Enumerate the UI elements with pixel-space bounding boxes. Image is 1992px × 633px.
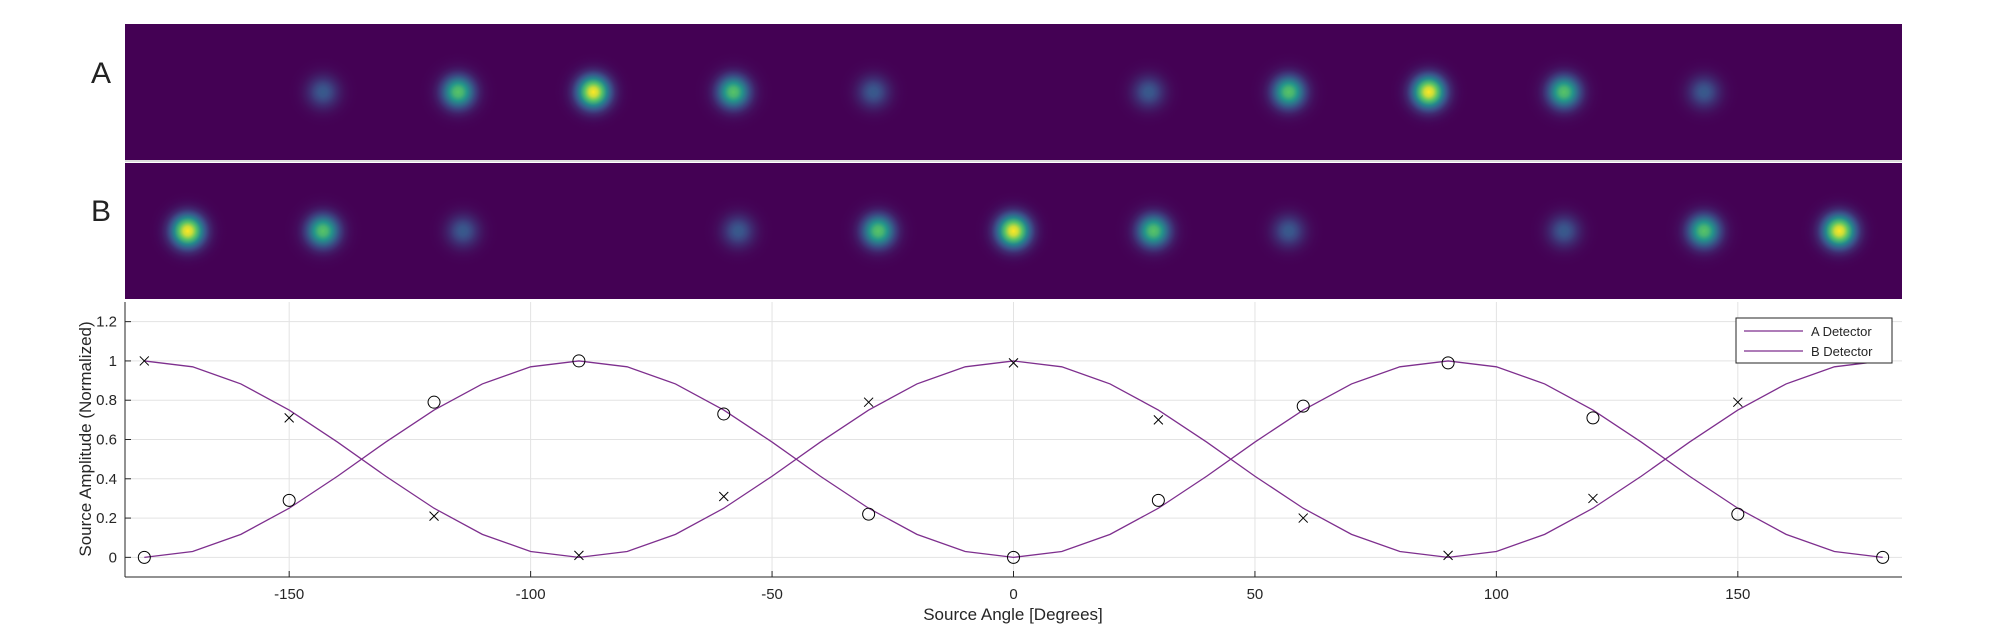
- series-a-marker-13: [1876, 550, 1890, 564]
- series-b-marker-8: [1153, 415, 1164, 425]
- panel-a-spot-9: [1523, 52, 1604, 132]
- x-tick-label-1: -150: [274, 586, 304, 603]
- series-b-marker-5: [718, 491, 729, 502]
- series-a-marker-6: [862, 507, 876, 521]
- y-tick-label-5: 0.8: [96, 392, 117, 409]
- series-a-marker-7: [1007, 550, 1020, 564]
- panel-a-spot-7: [1248, 52, 1329, 132]
- legend: A Detector B Detector: [1735, 317, 1893, 364]
- y-tick-label-1: 0: [109, 549, 117, 566]
- series-a-marker-10: [1441, 356, 1455, 370]
- panel-b-spot-8: [1248, 191, 1329, 271]
- panel-a-spot-10: [1664, 52, 1745, 132]
- panel-a-spot-1: [282, 52, 363, 132]
- series-b-marker-2: [284, 413, 295, 423]
- panel-b-spot-11: [1799, 191, 1880, 271]
- x-axis-title: Source Angle [Degrees]: [923, 605, 1103, 624]
- series-a-marker-11: [1586, 411, 1600, 425]
- series-b-marker-3: [429, 511, 439, 521]
- series-a-marker-3: [427, 395, 441, 409]
- legend-label-b: B Detector: [1811, 344, 1873, 359]
- series-b-marker-1: [139, 356, 150, 366]
- panel-a-spot-2: [418, 52, 499, 132]
- markers: [137, 354, 1890, 564]
- legend-box: [1735, 317, 1893, 364]
- y-tick-label-3: 0.4: [96, 471, 117, 488]
- panel-b-spot-7: [1113, 191, 1194, 271]
- series-b-marker-9: [1298, 513, 1309, 523]
- y-tick-label-6: 1: [109, 353, 117, 370]
- y-tick-label-4: 0.6: [96, 432, 117, 449]
- series-b-marker-4: [574, 550, 584, 561]
- tick-labels: -150 -100 -50 0 50 100 150 0 0.2 0.4 0.6 0.8 1 1.2: [96, 314, 1750, 603]
- x-tick-label-3: -50: [761, 586, 783, 603]
- panel-b-label: B: [91, 195, 111, 228]
- series-a-marker-9: [1296, 399, 1310, 413]
- panel-separator: [125, 160, 1902, 162]
- panel-a-spot-3: [553, 52, 634, 132]
- series-b-curve: [144, 360, 1883, 559]
- panel-a-spot-8: [1388, 52, 1469, 132]
- series-a-marker-8: [1151, 493, 1165, 507]
- panel-b-spot-6: [973, 191, 1054, 271]
- panel-b-spot-10: [1664, 191, 1745, 271]
- series-b-marker-11: [1588, 493, 1598, 504]
- x-tick-label-2: -100: [516, 586, 546, 603]
- axes: [124, 302, 1902, 578]
- panel-a-spot-4: [693, 52, 774, 132]
- panel-b-spot-4: [698, 191, 779, 271]
- series-a-marker-12: [1731, 507, 1745, 521]
- panel-b-spot-3: [423, 191, 504, 271]
- x-tick-label-4: 0: [1009, 586, 1017, 603]
- legend-label-a: A Detector: [1811, 324, 1872, 339]
- series-b-marker-7: [1008, 358, 1019, 368]
- grid-lines: [125, 302, 1902, 577]
- panel-b-spot-9: [1523, 191, 1604, 271]
- series-a-curve: [144, 360, 1883, 559]
- panel-b-spot-2: [282, 191, 363, 271]
- series-b-marker-10: [1443, 550, 1453, 561]
- panel-a-spot-6: [1108, 52, 1189, 132]
- line-plot: -150 -100 -50 0 50 100 150 0 0.2 0.4 0.6 0.8 1 1.2 So…: [76, 302, 1902, 624]
- x-tick-label-6: 100: [1484, 586, 1509, 603]
- x-tick-label-7: 150: [1725, 586, 1750, 603]
- series-b-marker-6: [863, 397, 874, 408]
- series-a-marker-2: [282, 493, 296, 507]
- curves: [144, 360, 1883, 559]
- panel-a-label: A: [91, 57, 111, 90]
- series-b-marker-12: [1732, 397, 1743, 408]
- panel-a-spots: [282, 52, 1745, 132]
- series-a-marker-4: [572, 354, 586, 368]
- panel-a-spot-5: [833, 52, 914, 132]
- y-axis-title: Source Amplitude (Normalized): [76, 321, 95, 556]
- x-tick-label-5: 50: [1247, 586, 1264, 603]
- y-tick-label-2: 0.2: [96, 510, 117, 527]
- series-a-marker-1: [137, 550, 151, 564]
- panel-a-image: [125, 24, 1902, 160]
- panel-b-spot-5: [838, 191, 919, 271]
- panel-b-spots: [147, 191, 1880, 271]
- series-a-marker-5: [717, 407, 731, 421]
- panel-b-spot-1: [147, 191, 228, 271]
- y-tick-label-7: 1.2: [96, 314, 117, 331]
